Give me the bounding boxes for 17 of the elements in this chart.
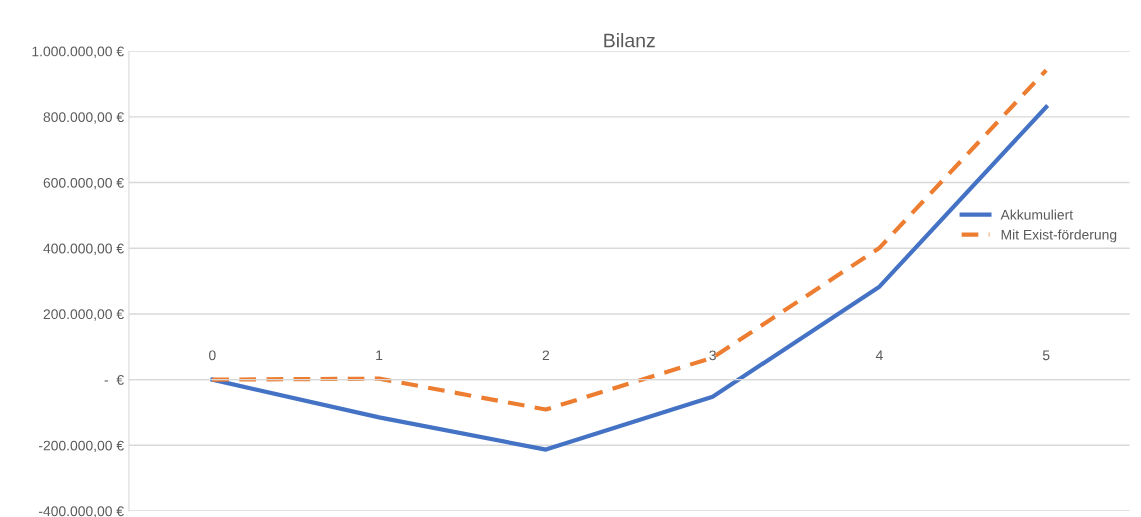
x-tick-label: 4 xyxy=(875,350,883,361)
legend-label: Mit Exist-förderung xyxy=(1001,229,1117,243)
x-tick-label: 3 xyxy=(709,350,716,361)
x-tick-label: 1 xyxy=(376,350,383,361)
x-tick-label: 2 xyxy=(542,350,550,361)
y-tick-label: 1.000.000,00 € xyxy=(32,46,124,58)
y-tick-label: -200.000,00 € xyxy=(38,440,124,453)
y-tick-label: - € xyxy=(104,374,124,385)
x-tick-label: 5 xyxy=(1042,350,1050,361)
y-tick-label: 600.000,00 € xyxy=(43,177,124,190)
legend-label: Akkumuliert xyxy=(1000,209,1073,220)
y-tick-label: 800.000,00 € xyxy=(43,112,124,124)
chart-title: Bilanz xyxy=(604,33,655,48)
y-tick-label: 400.000,00 € xyxy=(43,243,124,256)
y-tick-label: -400.000,00 € xyxy=(38,506,124,517)
x-tick-label: 0 xyxy=(209,350,216,361)
y-tick-label: 200.000,00 € xyxy=(43,309,124,321)
